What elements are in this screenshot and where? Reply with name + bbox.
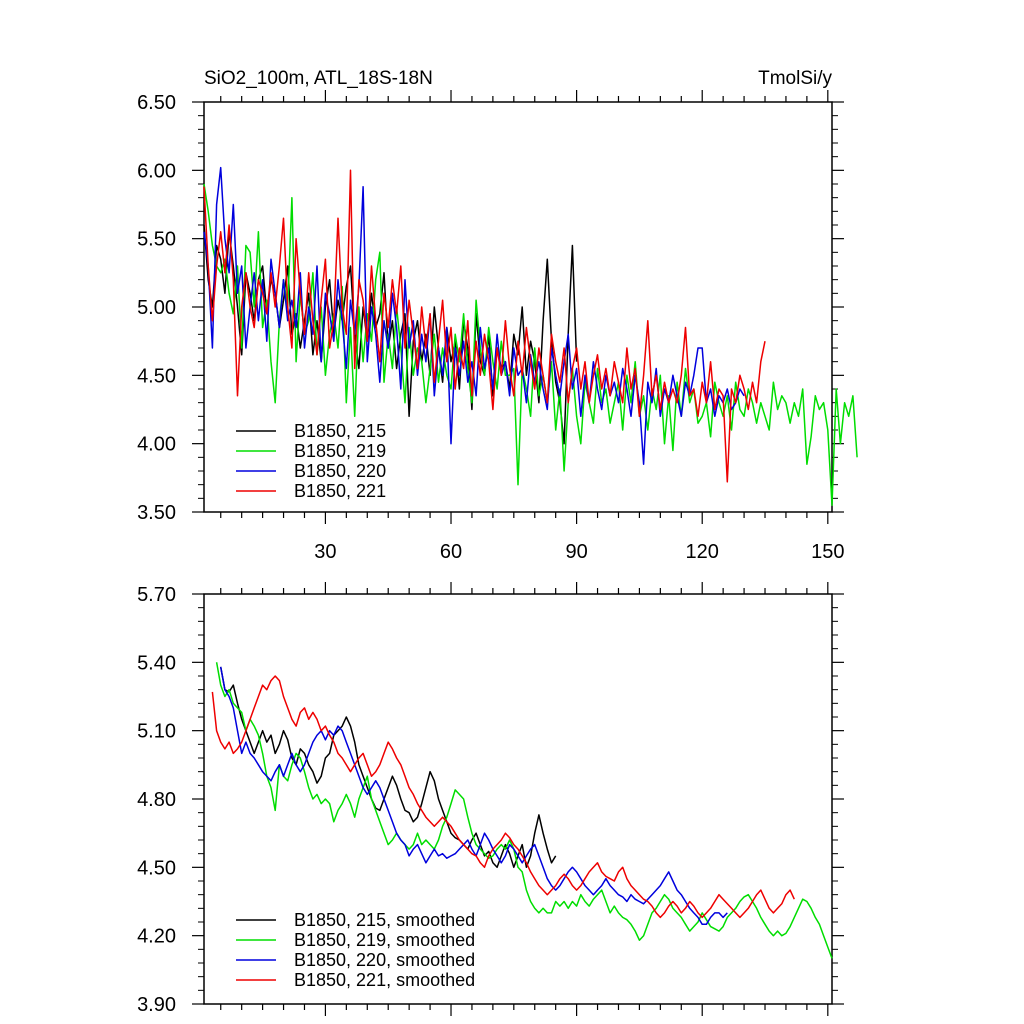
- bottom-legend-label-1: B1850, 215, smoothed: [294, 910, 475, 930]
- top-xtick-label: 60: [440, 541, 462, 563]
- bottom-legend-label-2: B1850, 219, smoothed: [294, 930, 475, 950]
- top-ytick-label: 5.50: [137, 229, 176, 251]
- top-ytick-label: 5.00: [137, 297, 176, 319]
- top-ytick-label: 3.50: [137, 502, 176, 524]
- bottom-ytick-label: 5.10: [137, 721, 176, 743]
- top-ytick-label: 4.00: [137, 434, 176, 456]
- bottom-ytick-label: 3.90: [137, 994, 176, 1016]
- bottom-series-line-4: [211, 675, 795, 919]
- top-legend-label-2: B1850, 219: [294, 441, 386, 461]
- bottom-legend-label-3: B1850, 220, smoothed: [294, 950, 475, 970]
- bottom-plot: 3.90 4.20 4.50 4.80 5.10 5.40 5.70 B1850, 215, …: [137, 582, 844, 1016]
- top-series-line-2: [203, 183, 858, 506]
- top-xtick-label: 90: [565, 541, 587, 563]
- top-legend-label-1: B1850, 215: [294, 421, 386, 441]
- top-xtick-label: 150: [811, 541, 844, 563]
- bottom-ytick-label: 4.80: [137, 789, 176, 811]
- bottom-ytick-label: 4.20: [137, 926, 176, 948]
- top-units-label: TmolSi/y: [758, 68, 832, 89]
- bottom-legend-label-4: B1850, 221, smoothed: [294, 970, 475, 990]
- top-legend-label-3: B1850, 220: [294, 461, 386, 481]
- bottom-series-line-1: [219, 666, 557, 869]
- top-legend-label-4: B1850, 221: [294, 481, 386, 501]
- top-plot: 3.50 4.00 4.50 5.00 5.50 6.00 6.50 30 60 90 120 150…: [137, 68, 858, 563]
- bottom-series-line-3: [219, 666, 728, 926]
- top-chart-title: SiO2_100m, ATL_18S-18N: [204, 68, 433, 89]
- top-ytick-label: 6.00: [137, 160, 176, 182]
- top-ytick-label: 4.50: [137, 365, 176, 387]
- top-xtick-label: 120: [686, 541, 719, 563]
- top-series-line-4: [203, 169, 766, 483]
- bottom-ytick-label: 4.50: [137, 857, 176, 879]
- top-xtick-label: 30: [314, 541, 336, 563]
- bottom-series-line-2: [215, 662, 833, 959]
- top-ytick-label: 6.50: [137, 92, 176, 114]
- bottom-ytick-label: 5.40: [137, 652, 176, 674]
- bottom-ytick-label: 5.70: [137, 584, 176, 606]
